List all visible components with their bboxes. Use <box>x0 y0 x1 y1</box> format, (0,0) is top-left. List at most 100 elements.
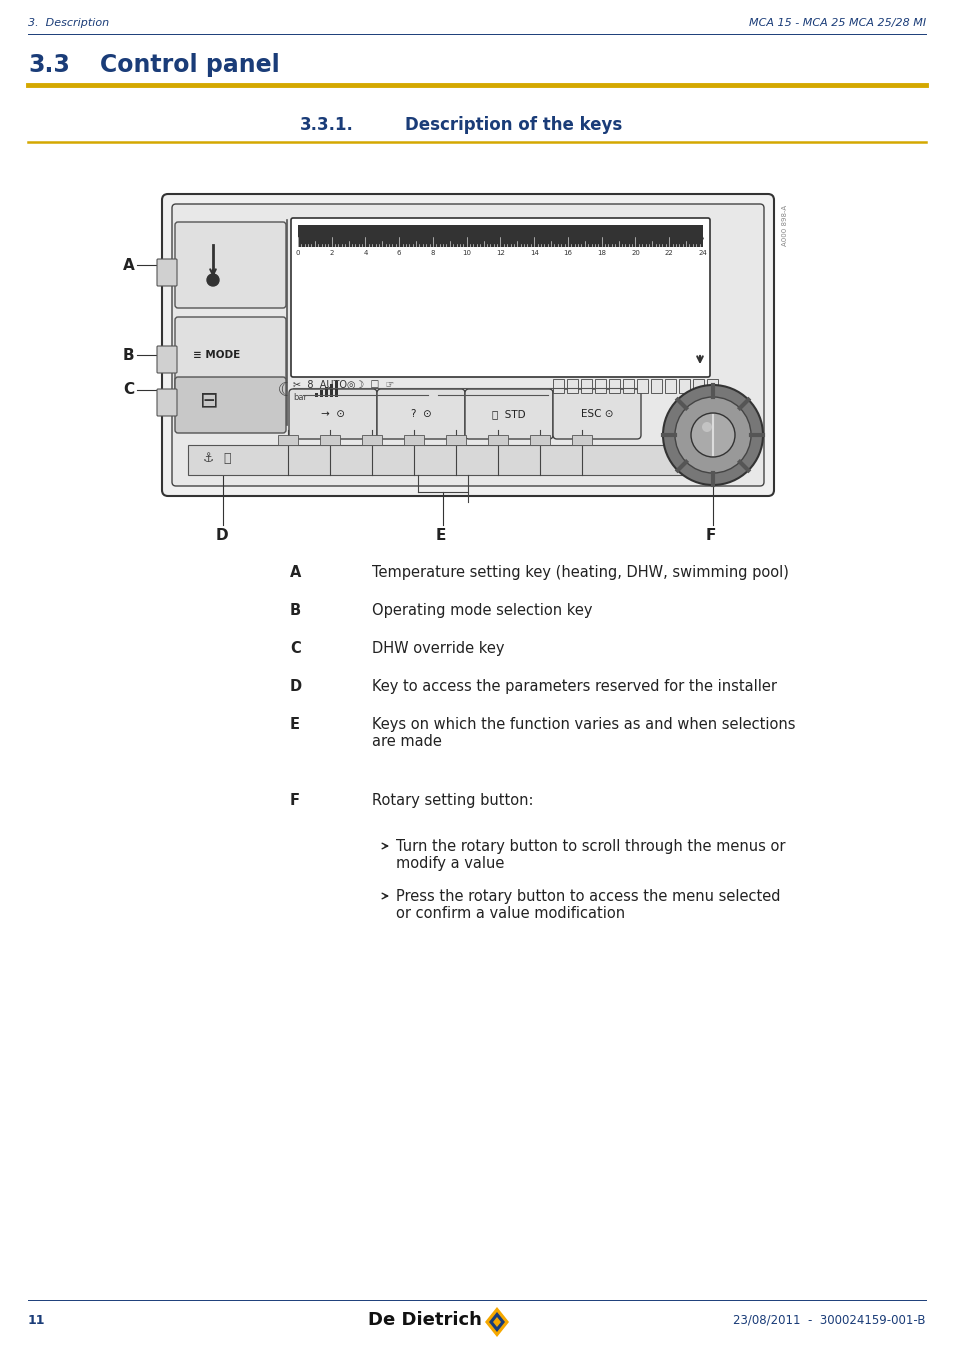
Text: C: C <box>123 382 134 397</box>
Polygon shape <box>489 1312 504 1332</box>
Text: 🔒  STD: 🔒 STD <box>492 409 525 418</box>
Text: 4: 4 <box>363 250 367 256</box>
Bar <box>706 379 718 393</box>
Text: A000 898-A: A000 898-A <box>781 205 787 246</box>
Text: 16: 16 <box>563 250 572 256</box>
Text: A: A <box>123 258 134 273</box>
Bar <box>188 446 707 475</box>
FancyBboxPatch shape <box>553 389 640 439</box>
Text: C: C <box>290 641 300 656</box>
Bar <box>297 225 702 247</box>
FancyBboxPatch shape <box>174 377 286 433</box>
Text: Keys on which the function varies as and when selections
are made: Keys on which the function varies as and… <box>372 717 795 749</box>
Bar <box>319 435 339 446</box>
Text: E: E <box>436 528 446 543</box>
Bar <box>403 435 423 446</box>
Bar <box>488 435 507 446</box>
Text: 2: 2 <box>329 250 334 256</box>
Text: Rotary setting button:: Rotary setting button: <box>372 792 533 809</box>
Text: ?  ⊙: ? ⊙ <box>410 409 431 418</box>
Text: F: F <box>705 528 716 543</box>
Text: 20: 20 <box>630 250 639 256</box>
Text: ⚓: ⚓ <box>203 451 214 464</box>
FancyBboxPatch shape <box>376 389 464 439</box>
Bar <box>664 379 676 393</box>
FancyBboxPatch shape <box>174 317 286 393</box>
Bar <box>361 435 381 446</box>
Text: →  ⊙: → ⊙ <box>320 409 345 418</box>
FancyBboxPatch shape <box>157 259 177 286</box>
Bar <box>335 381 338 397</box>
Text: ESC ⊙: ESC ⊙ <box>580 409 613 418</box>
Text: 23/08/2011  -  300024159-001-B: 23/08/2011 - 300024159-001-B <box>733 1314 925 1327</box>
Bar <box>622 379 634 393</box>
Text: ✂  8  AUTO◎☽  ☐  ☞: ✂ 8 AUTO◎☽ ☐ ☞ <box>293 379 394 390</box>
Text: 10: 10 <box>462 250 471 256</box>
Bar <box>679 379 689 393</box>
FancyBboxPatch shape <box>464 389 553 439</box>
Text: Temperature setting key (heating, DHW, swimming pool): Temperature setting key (heating, DHW, s… <box>372 566 788 580</box>
FancyBboxPatch shape <box>172 204 763 486</box>
Text: ≡ MODE: ≡ MODE <box>193 350 240 360</box>
Text: F: F <box>290 792 299 809</box>
Text: 👤: 👤 <box>223 451 231 464</box>
Circle shape <box>207 274 219 286</box>
Bar <box>319 390 323 397</box>
Text: 3.3.1.: 3.3.1. <box>299 116 354 134</box>
Text: 22: 22 <box>664 250 673 256</box>
Bar <box>572 435 592 446</box>
Bar <box>325 387 328 397</box>
FancyBboxPatch shape <box>291 217 709 377</box>
Text: De Dietrich: De Dietrich <box>368 1311 481 1328</box>
Text: ⊟: ⊟ <box>200 390 218 410</box>
Text: 12: 12 <box>496 250 504 256</box>
Text: 11: 11 <box>28 1314 46 1327</box>
Bar <box>530 435 550 446</box>
Text: 3.  Description: 3. Description <box>28 18 109 28</box>
FancyBboxPatch shape <box>157 389 177 416</box>
Text: Key to access the parameters reserved for the installer: Key to access the parameters reserved fo… <box>372 679 776 694</box>
Text: ☽: ☽ <box>265 375 282 394</box>
Circle shape <box>675 397 750 472</box>
Text: B: B <box>290 603 301 618</box>
Text: B: B <box>123 347 134 363</box>
Text: 24: 24 <box>698 250 706 256</box>
FancyBboxPatch shape <box>157 346 177 373</box>
Text: 14: 14 <box>529 250 538 256</box>
Text: 8: 8 <box>431 250 435 256</box>
Text: E: E <box>290 717 299 732</box>
Text: 0: 0 <box>295 250 300 256</box>
Bar <box>580 379 592 393</box>
Bar <box>330 383 334 397</box>
Text: Description of the keys: Description of the keys <box>405 116 621 134</box>
Text: D: D <box>290 679 302 694</box>
Text: Turn the rotary button to scroll through the menus or
modify a value: Turn the rotary button to scroll through… <box>395 838 784 871</box>
Text: Press the rotary button to access the menu selected
or confirm a value modificat: Press the rotary button to access the me… <box>395 890 780 922</box>
FancyBboxPatch shape <box>289 389 376 439</box>
Text: A: A <box>290 566 301 580</box>
Text: Control panel: Control panel <box>100 53 279 77</box>
Bar <box>608 379 619 393</box>
Text: 3.3: 3.3 <box>28 53 70 77</box>
Bar <box>566 379 578 393</box>
Polygon shape <box>484 1307 509 1336</box>
FancyBboxPatch shape <box>162 194 773 495</box>
Bar <box>277 435 297 446</box>
Bar <box>553 379 563 393</box>
Text: 6: 6 <box>396 250 401 256</box>
Bar <box>595 379 605 393</box>
Bar <box>637 379 647 393</box>
Text: 18: 18 <box>597 250 605 256</box>
Text: Operating mode selection key: Operating mode selection key <box>372 603 592 618</box>
Text: DHW override key: DHW override key <box>372 641 504 656</box>
Bar <box>692 379 703 393</box>
Text: bar: bar <box>293 393 307 401</box>
Bar <box>650 379 661 393</box>
Text: MCA 15 - MCA 25 MCA 25/28 MI: MCA 15 - MCA 25 MCA 25/28 MI <box>748 18 925 28</box>
Circle shape <box>662 385 762 485</box>
Bar <box>446 435 465 446</box>
FancyBboxPatch shape <box>174 221 286 308</box>
Circle shape <box>701 423 711 432</box>
Polygon shape <box>493 1318 500 1327</box>
Bar <box>314 393 318 397</box>
